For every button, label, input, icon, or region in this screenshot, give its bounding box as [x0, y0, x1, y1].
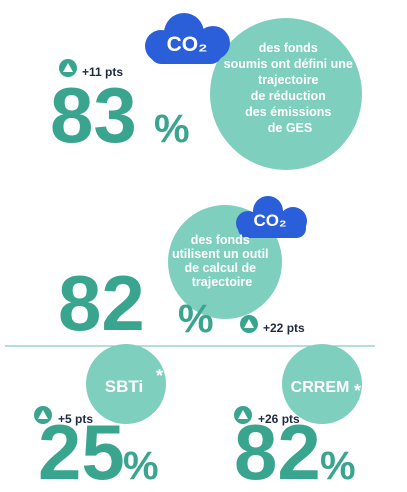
up-icon — [34, 406, 52, 424]
note-mark: * — [354, 381, 361, 401]
up-icon — [59, 59, 77, 77]
bubble-text: des fonds soumis ont défini une trajecto… — [224, 41, 357, 135]
cloud-label: CO₂ — [253, 211, 286, 230]
bubble-text: des fonds utilisent un outil de calcul d… — [172, 233, 272, 289]
unit: % — [178, 297, 214, 341]
cloud — [236, 196, 307, 238]
change: +5 pts — [58, 412, 93, 426]
bubble — [210, 18, 362, 170]
big-number: 25 — [38, 408, 125, 492]
bubble — [282, 344, 362, 424]
up-icon — [240, 315, 258, 333]
cloud-label: CO₂ — [167, 33, 208, 56]
up-icon — [234, 406, 252, 424]
cloud — [145, 13, 230, 64]
note-mark: * — [156, 366, 163, 386]
big-number: 82 — [58, 259, 145, 347]
bubble — [86, 344, 166, 424]
big-number: 82 — [234, 408, 321, 492]
unit: % — [123, 444, 159, 488]
big-number: 83 — [50, 71, 137, 159]
change: +11 pts — [82, 65, 123, 79]
unit: % — [320, 444, 356, 488]
bubble-label: SBTi — [105, 377, 143, 396]
bubble-label: CRREM — [291, 379, 350, 396]
change: +26 pts — [258, 412, 300, 426]
change: +22 pts — [263, 321, 305, 335]
unit: % — [154, 107, 190, 151]
